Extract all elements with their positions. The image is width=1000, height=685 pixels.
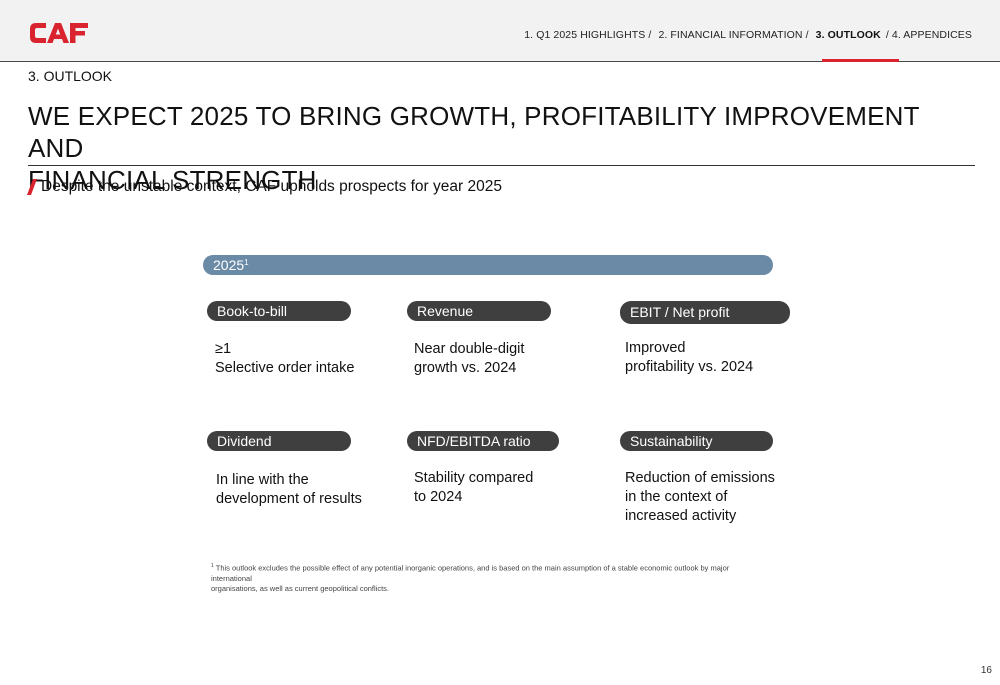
pill-ebit-net-profit: EBIT / Net profit (620, 301, 790, 324)
page-title-line-1: WE EXPECT 2025 TO BRING GROWTH, PROFITAB… (28, 101, 920, 163)
top-navigation: 1. Q1 2025 HIGHLIGHTS / 2. FINANCIAL INF… (524, 29, 972, 41)
text-line: in the context of (625, 489, 728, 505)
text-sustainability: Reduction of emissions in the context of… (625, 469, 775, 526)
pill-book-to-bill: Book-to-bill (207, 301, 351, 321)
footnote-line-1: This outlook excludes the possible effec… (211, 563, 730, 583)
text-line: to 2024 (414, 489, 463, 505)
text-line: increased activity (625, 508, 737, 524)
pill-dividend: Dividend (207, 431, 351, 451)
text-line: development of results (216, 491, 362, 507)
page-title-line-2: FINANCIAL STRENGTH (28, 165, 317, 195)
footnote: 1 This outlook excludes the possible eff… (211, 561, 771, 594)
text-line: Improved (625, 340, 686, 356)
text-book-to-bill: ≥1 Selective order intake (215, 340, 354, 378)
title-divider (28, 165, 975, 166)
text-line: growth vs. 2024 (414, 360, 517, 376)
header-bar: 1. Q1 2025 HIGHLIGHTS / 2. FINANCIAL INF… (0, 0, 1000, 62)
year-label: 2025 (213, 257, 245, 273)
footnote-line-2: organisations, as well as current geopol… (211, 583, 390, 593)
text-line: In line with the (216, 472, 309, 488)
year-footnote-mark: 1 (244, 258, 249, 267)
text-line: Stability compared (414, 470, 534, 486)
text-dividend: In line with the development of results (216, 471, 362, 509)
text-line: profitability vs. 2024 (625, 359, 754, 375)
pill-nfd-ebitda-ratio: NFD/EBITDA ratio (407, 431, 559, 451)
text-line: Near double-digit (414, 341, 525, 357)
text-line: ≥1 (215, 341, 232, 357)
red-slash-icon (27, 179, 37, 195)
text-revenue: Near double-digit growth vs. 2024 (414, 340, 524, 378)
page-title: WE EXPECT 2025 TO BRING GROWTH, PROFITAB… (28, 100, 958, 196)
caf-logo[interactable] (28, 19, 90, 47)
text-line: Reduction of emissions (625, 470, 775, 486)
active-nav-indicator (822, 59, 899, 62)
text-ebit-net-profit: Improved profitability vs. 2024 (625, 339, 753, 377)
nav-item-outlook[interactable]: 3. OUTLOOK (815, 29, 881, 41)
subtitle: Despite the unstable context, CAF uphold… (41, 178, 502, 195)
nav-item-financial-information[interactable]: 2. FINANCIAL INFORMATION / (658, 29, 809, 41)
nav-item-highlights[interactable]: 1. Q1 2025 HIGHLIGHTS / (524, 29, 652, 41)
pill-sustainability: Sustainability (620, 431, 773, 451)
text-line: Selective order intake (215, 360, 355, 376)
pill-revenue: Revenue (407, 301, 551, 321)
nav-item-appendices[interactable]: / 4. APPENDICES (885, 29, 972, 41)
section-label: 3. OUTLOOK (28, 68, 113, 84)
page-number: 16 (980, 665, 992, 676)
footnote-mark: 1 (211, 563, 214, 569)
text-nfd-ebitda-ratio: Stability compared to 2024 (414, 469, 533, 507)
year-banner: 20251 (203, 255, 773, 275)
